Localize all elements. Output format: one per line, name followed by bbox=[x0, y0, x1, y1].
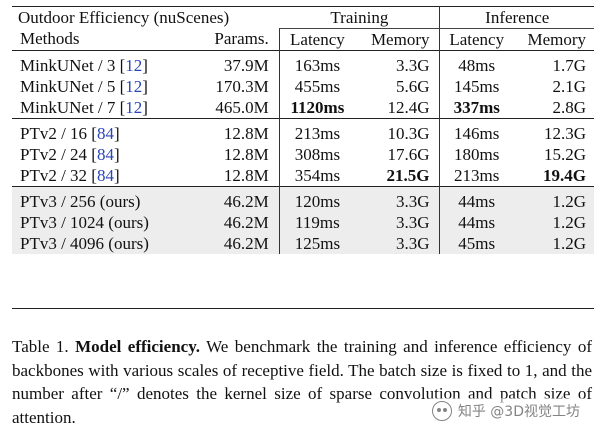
method-cell: PTv3 / 1024 (ours) bbox=[12, 212, 181, 233]
citation-link[interactable]: 84 bbox=[96, 144, 114, 164]
caption-text: We benchmark the training and inference … bbox=[12, 337, 592, 427]
caption-title: Model efficiency. bbox=[75, 337, 201, 356]
train-memory-cell: 3.3G bbox=[355, 186, 441, 212]
watermark-text: 知乎 @3D视觉工坊 bbox=[457, 404, 580, 420]
table-row: MinkUNet / 5 [12] 170.3M 455ms 5.6G 145m… bbox=[12, 76, 594, 97]
train-latency-cell: 455ms bbox=[294, 76, 341, 96]
table-bottom-rule bbox=[12, 308, 594, 309]
inf-memory-header: Memory bbox=[527, 29, 586, 49]
table-row: MinkUNet / 3 [12] 37.9M 163ms 3.3G 48ms … bbox=[12, 50, 594, 76]
inf-memory-cell: 12.3G bbox=[512, 118, 594, 144]
train-latency-cell: 163ms bbox=[279, 50, 356, 76]
params-cell: 46.2M bbox=[180, 212, 280, 233]
params-cell: 46.2M bbox=[180, 186, 280, 212]
citation-link[interactable]: 12 bbox=[125, 97, 143, 117]
train-memory-cell: 17.6G bbox=[355, 144, 441, 165]
inf-latency-header: Latency bbox=[449, 29, 505, 49]
table-row: PTv3 / 4096 (ours) 46.2M 125ms 3.3G 45ms… bbox=[12, 233, 594, 254]
table-row: PTv3 / 1024 (ours) 46.2M 119ms 3.3G 44ms… bbox=[12, 212, 594, 233]
train-latency-header: Latency bbox=[290, 29, 345, 49]
table-row: PTv2 / 24 [84] 12.8M 308ms 17.6G 180ms 1… bbox=[12, 144, 594, 165]
inf-latency-cell: 44ms bbox=[439, 186, 513, 212]
inf-memory-cell: 19.4G bbox=[543, 165, 586, 185]
train-memory-cell: 10.3G bbox=[355, 118, 441, 144]
citation-link[interactable]: 84 bbox=[96, 165, 114, 185]
params-cell: 46.2M bbox=[180, 233, 280, 254]
column-header-row: Methods Params. Latency Memory Latency M… bbox=[12, 28, 594, 51]
inf-latency-cell: 44ms bbox=[439, 212, 513, 233]
inf-latency-cell: 145ms bbox=[454, 76, 500, 96]
inf-memory-cell: 1.2G bbox=[512, 233, 594, 254]
inf-latency-cell: 45ms bbox=[439, 233, 513, 254]
citation-link[interactable]: 12 bbox=[125, 55, 143, 75]
params-cell: 12.8M bbox=[180, 165, 280, 187]
inf-memory-cell: 1.2G bbox=[512, 186, 594, 212]
train-memory-cell: 5.6G bbox=[355, 76, 441, 97]
table-row: PTv3 / 256 (ours) 46.2M 120ms 3.3G 44ms … bbox=[12, 186, 594, 212]
inference-group-header: Inference bbox=[439, 6, 594, 29]
train-latency-cell: 354ms bbox=[294, 165, 341, 185]
inf-memory-cell: 2.8G bbox=[552, 97, 586, 117]
inf-memory-cell: 1.2G bbox=[512, 212, 594, 233]
method-cell: PTv3 / 256 (ours) bbox=[12, 186, 181, 212]
inf-memory-cell: 1.7G bbox=[512, 50, 594, 76]
params-cell: 12.8M bbox=[180, 118, 280, 144]
train-latency-cell: 125ms bbox=[279, 233, 356, 254]
efficiency-table: Outdoor Efficiency (nuScenes) Training I… bbox=[12, 6, 594, 254]
train-latency-cell: 120ms bbox=[279, 186, 356, 212]
params-cell: 465.0M bbox=[180, 97, 280, 119]
method-cell: MinkUNet / 3 [12] bbox=[12, 50, 181, 76]
caption-label: Table 1. bbox=[12, 337, 69, 356]
method-cell: PTv3 / 4096 (ours) bbox=[12, 233, 181, 254]
params-cell: 12.8M bbox=[180, 144, 280, 165]
inf-latency-cell: 213ms bbox=[454, 165, 500, 185]
inf-latency-cell: 48ms bbox=[439, 50, 513, 76]
params-cell: 37.9M bbox=[180, 50, 280, 76]
method-cell: PTv2 / 32 [84] bbox=[20, 165, 120, 185]
methods-header: Methods bbox=[20, 29, 80, 49]
inf-latency-cell: 337ms bbox=[453, 97, 500, 117]
efficiency-table-container: Outdoor Efficiency (nuScenes) Training I… bbox=[12, 6, 594, 254]
watermark: 知乎 @3D视觉工坊 bbox=[425, 398, 586, 424]
train-latency-cell: 213ms bbox=[279, 118, 356, 144]
table-caption: Table 1. Model efficiency. We benchmark … bbox=[12, 335, 592, 429]
train-memory-cell: 21.5G bbox=[355, 165, 441, 187]
train-latency-cell: 308ms bbox=[294, 144, 341, 164]
method-cell: PTv2 / 16 [84] bbox=[12, 118, 181, 144]
inf-latency-cell: 146ms bbox=[439, 118, 513, 144]
method-cell: PTv2 / 24 [84] bbox=[20, 144, 120, 164]
params-header: Params. bbox=[180, 28, 280, 51]
inf-latency-cell: 180ms bbox=[454, 144, 500, 164]
method-cell: MinkUNet / 5 [12] bbox=[20, 76, 148, 96]
train-memory-cell: 3.3G bbox=[355, 212, 441, 233]
train-latency-cell: 1120ms bbox=[290, 97, 345, 117]
method-cell: MinkUNet / 7 [12] bbox=[20, 97, 148, 117]
table-row: MinkUNet / 7 [12] 465.0M 1120ms 12.4G 33… bbox=[12, 97, 594, 119]
train-memory-header: Memory bbox=[355, 28, 441, 51]
train-latency-cell: 119ms bbox=[279, 212, 356, 233]
inf-memory-cell: 15.2G bbox=[543, 144, 586, 164]
params-cell: 170.3M bbox=[180, 76, 280, 97]
table-row: PTv2 / 16 [84] 12.8M 213ms 10.3G 146ms 1… bbox=[12, 118, 594, 144]
table-corner-label: Outdoor Efficiency (nuScenes) bbox=[12, 6, 280, 29]
train-memory-cell: 3.3G bbox=[355, 233, 441, 254]
wechat-icon bbox=[431, 401, 452, 421]
citation-link[interactable]: 12 bbox=[125, 76, 143, 96]
training-group-header: Training bbox=[279, 6, 441, 29]
citation-link[interactable]: 84 bbox=[96, 123, 114, 143]
train-memory-cell: 3.3G bbox=[355, 50, 441, 76]
group-header-row: Outdoor Efficiency (nuScenes) Training I… bbox=[12, 6, 594, 29]
table-row: PTv2 / 32 [84] 12.8M 354ms 21.5G 213ms 1… bbox=[12, 165, 594, 187]
train-memory-cell: 12.4G bbox=[355, 97, 441, 119]
inf-memory-cell: 2.1G bbox=[552, 76, 586, 96]
